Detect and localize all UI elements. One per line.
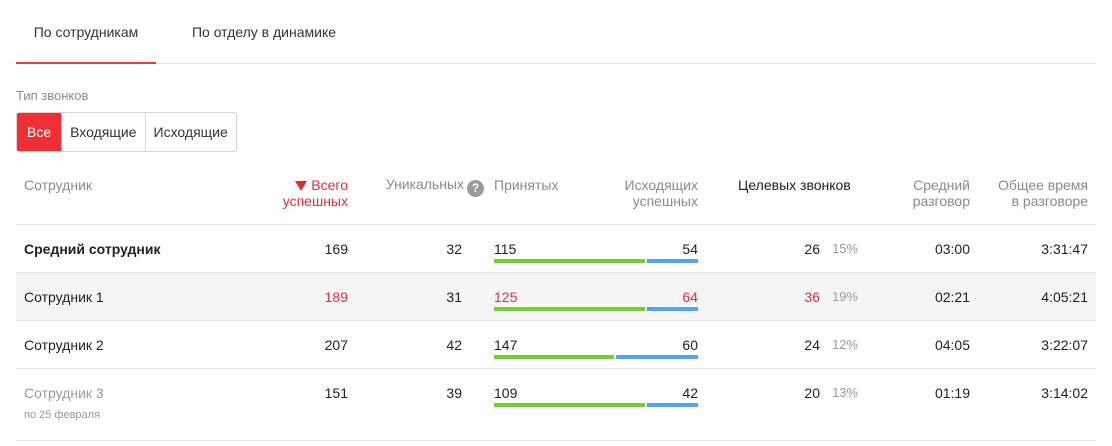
unique-value: 42 xyxy=(446,337,462,353)
outgoing-value: 54 xyxy=(682,241,698,257)
table-row[interactable]: Сотрудник 3 по 25 февраля 151 39 109 42 … xyxy=(16,368,1096,441)
total-successful-value: 189 xyxy=(324,289,348,305)
target-calls-value: 36 xyxy=(804,289,820,305)
unique-value: 32 xyxy=(446,241,462,257)
table-row-average[interactable]: Средний сотрудник 169 32 115 54 26 15% 0… xyxy=(16,224,1096,273)
table-row[interactable]: Сотрудник 2 207 42 147 60 24 12% 04:05 3… xyxy=(16,320,1096,369)
total-successful-value: 151 xyxy=(324,385,348,401)
tab-bar: По сотрудникам По отделу в динамике xyxy=(16,0,1096,64)
target-calls-percent: 12% xyxy=(832,337,859,352)
col-total-time-header[interactable]: Общее время в разговоре xyxy=(998,177,1088,209)
employee-name: Сотрудник 2 xyxy=(24,337,104,353)
col-outgoing-header[interactable]: Исходящих успешных xyxy=(624,177,698,209)
col-unique-header[interactable]: Уникальных? xyxy=(360,176,484,197)
tab-department-dynamics[interactable]: По отделу в динамике xyxy=(191,24,337,40)
total-talk-time-value: 3:31:47 xyxy=(1041,241,1088,257)
col-accepted-header[interactable]: Принятых xyxy=(494,177,559,193)
unique-value: 39 xyxy=(446,385,462,401)
outgoing-value: 60 xyxy=(682,337,698,353)
target-calls-value: 20 xyxy=(804,385,820,401)
employee-name: Сотрудник 1 xyxy=(24,289,104,305)
filter-all-button[interactable]: Все xyxy=(17,113,62,151)
employee-name: Средний сотрудник xyxy=(24,241,161,257)
avg-talk-value: 03:00 xyxy=(934,241,970,257)
accepted-value: 115 xyxy=(494,241,517,257)
filter-outgoing-button[interactable]: Исходящие xyxy=(144,113,236,151)
total-talk-time-value: 3:22:07 xyxy=(1041,337,1088,353)
avg-talk-value: 02:21 xyxy=(934,289,970,305)
col-target-header[interactable]: Целевых звонков xyxy=(738,177,851,193)
target-calls-value: 24 xyxy=(804,337,820,353)
total-successful-value: 207 xyxy=(324,337,348,353)
table-bottom-divider xyxy=(16,440,1096,441)
calls-ratio-bar xyxy=(494,307,698,311)
accepted-value: 125 xyxy=(494,289,518,305)
call-type-segmented-control: Все Входящие Исходящие xyxy=(16,112,237,152)
calls-ratio-bar xyxy=(494,403,698,407)
avg-talk-value: 04:05 xyxy=(934,337,970,353)
target-calls-value: 26 xyxy=(804,241,820,257)
employee-note: по 25 февраля xyxy=(24,409,101,421)
col-total-header[interactable]: Всего успешных xyxy=(282,177,348,209)
tab-by-employees[interactable]: По сотрудникам xyxy=(16,0,156,64)
employee-name: Сотрудник 3 xyxy=(24,385,104,401)
avg-talk-value: 01:19 xyxy=(934,385,970,401)
accepted-value: 109 xyxy=(494,385,518,401)
target-calls-percent: 19% xyxy=(832,289,859,304)
calls-ratio-bar xyxy=(494,355,698,359)
sort-desc-icon xyxy=(295,181,308,191)
col-employee-header[interactable]: Сотрудник xyxy=(24,177,93,193)
target-calls-percent: 15% xyxy=(832,241,859,256)
total-successful-value: 169 xyxy=(324,241,348,257)
outgoing-value: 64 xyxy=(682,289,698,305)
filter-incoming-button[interactable]: Входящие xyxy=(61,113,144,151)
table-row[interactable]: Сотрудник 1 189 31 125 64 36 19% 02:21 4… xyxy=(16,272,1096,321)
help-question-icon[interactable]: ? xyxy=(467,180,484,197)
accepted-value: 147 xyxy=(494,337,518,353)
target-calls-percent: 13% xyxy=(832,385,859,400)
outgoing-value: 42 xyxy=(682,385,698,401)
total-talk-time-value: 3:14:02 xyxy=(1041,385,1088,401)
call-type-label: Тип звонков xyxy=(16,88,89,103)
calls-ratio-bar xyxy=(494,259,698,263)
unique-value: 31 xyxy=(446,289,462,305)
total-talk-time-value: 4:05:21 xyxy=(1041,289,1088,305)
col-avg-header[interactable]: Средний разговор xyxy=(912,177,970,209)
